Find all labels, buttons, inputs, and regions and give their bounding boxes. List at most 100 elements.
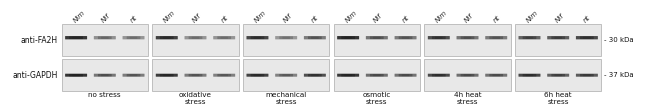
FancyBboxPatch shape bbox=[275, 36, 297, 39]
FancyBboxPatch shape bbox=[188, 74, 202, 76]
FancyBboxPatch shape bbox=[280, 74, 293, 76]
FancyBboxPatch shape bbox=[188, 36, 202, 39]
FancyBboxPatch shape bbox=[493, 37, 500, 39]
Bar bbox=[515, 59, 601, 91]
Text: Nim: Nim bbox=[162, 10, 177, 24]
FancyBboxPatch shape bbox=[185, 74, 207, 77]
FancyBboxPatch shape bbox=[551, 36, 565, 39]
FancyBboxPatch shape bbox=[123, 74, 144, 77]
Text: Nif: Nif bbox=[463, 13, 474, 24]
FancyBboxPatch shape bbox=[461, 74, 474, 76]
FancyBboxPatch shape bbox=[580, 36, 593, 39]
FancyBboxPatch shape bbox=[156, 74, 177, 77]
FancyBboxPatch shape bbox=[337, 74, 359, 77]
FancyBboxPatch shape bbox=[160, 36, 174, 39]
Bar bbox=[334, 24, 420, 56]
FancyBboxPatch shape bbox=[519, 36, 540, 39]
Bar bbox=[152, 59, 239, 91]
FancyBboxPatch shape bbox=[254, 37, 261, 39]
Text: Nim: Nim bbox=[435, 10, 448, 24]
FancyBboxPatch shape bbox=[395, 36, 417, 39]
Text: nt: nt bbox=[401, 15, 411, 24]
FancyBboxPatch shape bbox=[275, 74, 297, 77]
FancyBboxPatch shape bbox=[70, 74, 83, 76]
FancyBboxPatch shape bbox=[282, 74, 290, 76]
FancyBboxPatch shape bbox=[370, 74, 384, 76]
FancyBboxPatch shape bbox=[576, 36, 598, 39]
FancyBboxPatch shape bbox=[580, 74, 593, 76]
FancyBboxPatch shape bbox=[213, 74, 235, 77]
FancyBboxPatch shape bbox=[373, 37, 381, 39]
FancyBboxPatch shape bbox=[280, 36, 293, 39]
FancyBboxPatch shape bbox=[344, 37, 352, 39]
Text: anti-GAPDH: anti-GAPDH bbox=[12, 71, 58, 80]
Bar bbox=[424, 59, 511, 91]
FancyBboxPatch shape bbox=[156, 36, 177, 39]
FancyBboxPatch shape bbox=[311, 37, 318, 39]
FancyBboxPatch shape bbox=[246, 36, 268, 39]
FancyBboxPatch shape bbox=[65, 36, 87, 39]
FancyBboxPatch shape bbox=[130, 74, 137, 76]
FancyBboxPatch shape bbox=[547, 74, 569, 77]
Text: nt: nt bbox=[492, 15, 501, 24]
FancyBboxPatch shape bbox=[192, 37, 200, 39]
FancyBboxPatch shape bbox=[493, 74, 500, 76]
FancyBboxPatch shape bbox=[456, 74, 478, 77]
FancyBboxPatch shape bbox=[435, 37, 443, 39]
FancyBboxPatch shape bbox=[304, 74, 326, 77]
FancyBboxPatch shape bbox=[344, 74, 352, 76]
FancyBboxPatch shape bbox=[428, 36, 450, 39]
Bar bbox=[62, 24, 148, 56]
FancyBboxPatch shape bbox=[428, 74, 450, 77]
Text: 4h heat
stress: 4h heat stress bbox=[454, 92, 481, 105]
FancyBboxPatch shape bbox=[402, 37, 410, 39]
FancyBboxPatch shape bbox=[402, 74, 410, 76]
FancyBboxPatch shape bbox=[72, 37, 80, 39]
FancyBboxPatch shape bbox=[308, 36, 322, 39]
FancyBboxPatch shape bbox=[251, 74, 265, 76]
Text: oxidative
stress: oxidative stress bbox=[179, 92, 212, 105]
FancyBboxPatch shape bbox=[130, 37, 137, 39]
FancyBboxPatch shape bbox=[395, 74, 417, 77]
Text: anti-FA2H: anti-FA2H bbox=[21, 36, 58, 45]
FancyBboxPatch shape bbox=[486, 36, 507, 39]
Text: osmotic
stress: osmotic stress bbox=[363, 92, 391, 105]
Text: Nim: Nim bbox=[525, 10, 540, 24]
Text: Nim: Nim bbox=[344, 10, 358, 24]
FancyBboxPatch shape bbox=[554, 37, 562, 39]
FancyBboxPatch shape bbox=[583, 37, 591, 39]
FancyBboxPatch shape bbox=[163, 37, 170, 39]
FancyBboxPatch shape bbox=[576, 74, 598, 77]
FancyBboxPatch shape bbox=[461, 36, 474, 39]
FancyBboxPatch shape bbox=[489, 74, 503, 76]
FancyBboxPatch shape bbox=[101, 37, 109, 39]
FancyBboxPatch shape bbox=[101, 74, 109, 76]
Text: Nim: Nim bbox=[254, 10, 267, 24]
FancyBboxPatch shape bbox=[341, 74, 355, 76]
Bar bbox=[62, 59, 148, 91]
FancyBboxPatch shape bbox=[366, 74, 388, 77]
FancyBboxPatch shape bbox=[337, 36, 359, 39]
FancyBboxPatch shape bbox=[519, 74, 540, 77]
FancyBboxPatch shape bbox=[373, 74, 381, 76]
FancyBboxPatch shape bbox=[217, 36, 231, 39]
FancyBboxPatch shape bbox=[213, 36, 235, 39]
FancyBboxPatch shape bbox=[432, 74, 446, 76]
FancyBboxPatch shape bbox=[163, 74, 170, 76]
FancyBboxPatch shape bbox=[127, 36, 140, 39]
Text: Nif: Nif bbox=[191, 13, 202, 24]
FancyBboxPatch shape bbox=[246, 74, 268, 77]
FancyBboxPatch shape bbox=[398, 36, 412, 39]
Text: no stress: no stress bbox=[88, 92, 121, 98]
FancyBboxPatch shape bbox=[282, 37, 290, 39]
FancyBboxPatch shape bbox=[432, 36, 446, 39]
FancyBboxPatch shape bbox=[220, 37, 228, 39]
FancyBboxPatch shape bbox=[554, 74, 562, 76]
Text: mechanical
stress: mechanical stress bbox=[266, 92, 307, 105]
Text: - 30 kDa: - 30 kDa bbox=[604, 37, 634, 43]
FancyBboxPatch shape bbox=[98, 74, 112, 76]
FancyBboxPatch shape bbox=[463, 37, 471, 39]
FancyBboxPatch shape bbox=[523, 74, 536, 76]
Bar bbox=[515, 24, 601, 56]
FancyBboxPatch shape bbox=[523, 36, 536, 39]
